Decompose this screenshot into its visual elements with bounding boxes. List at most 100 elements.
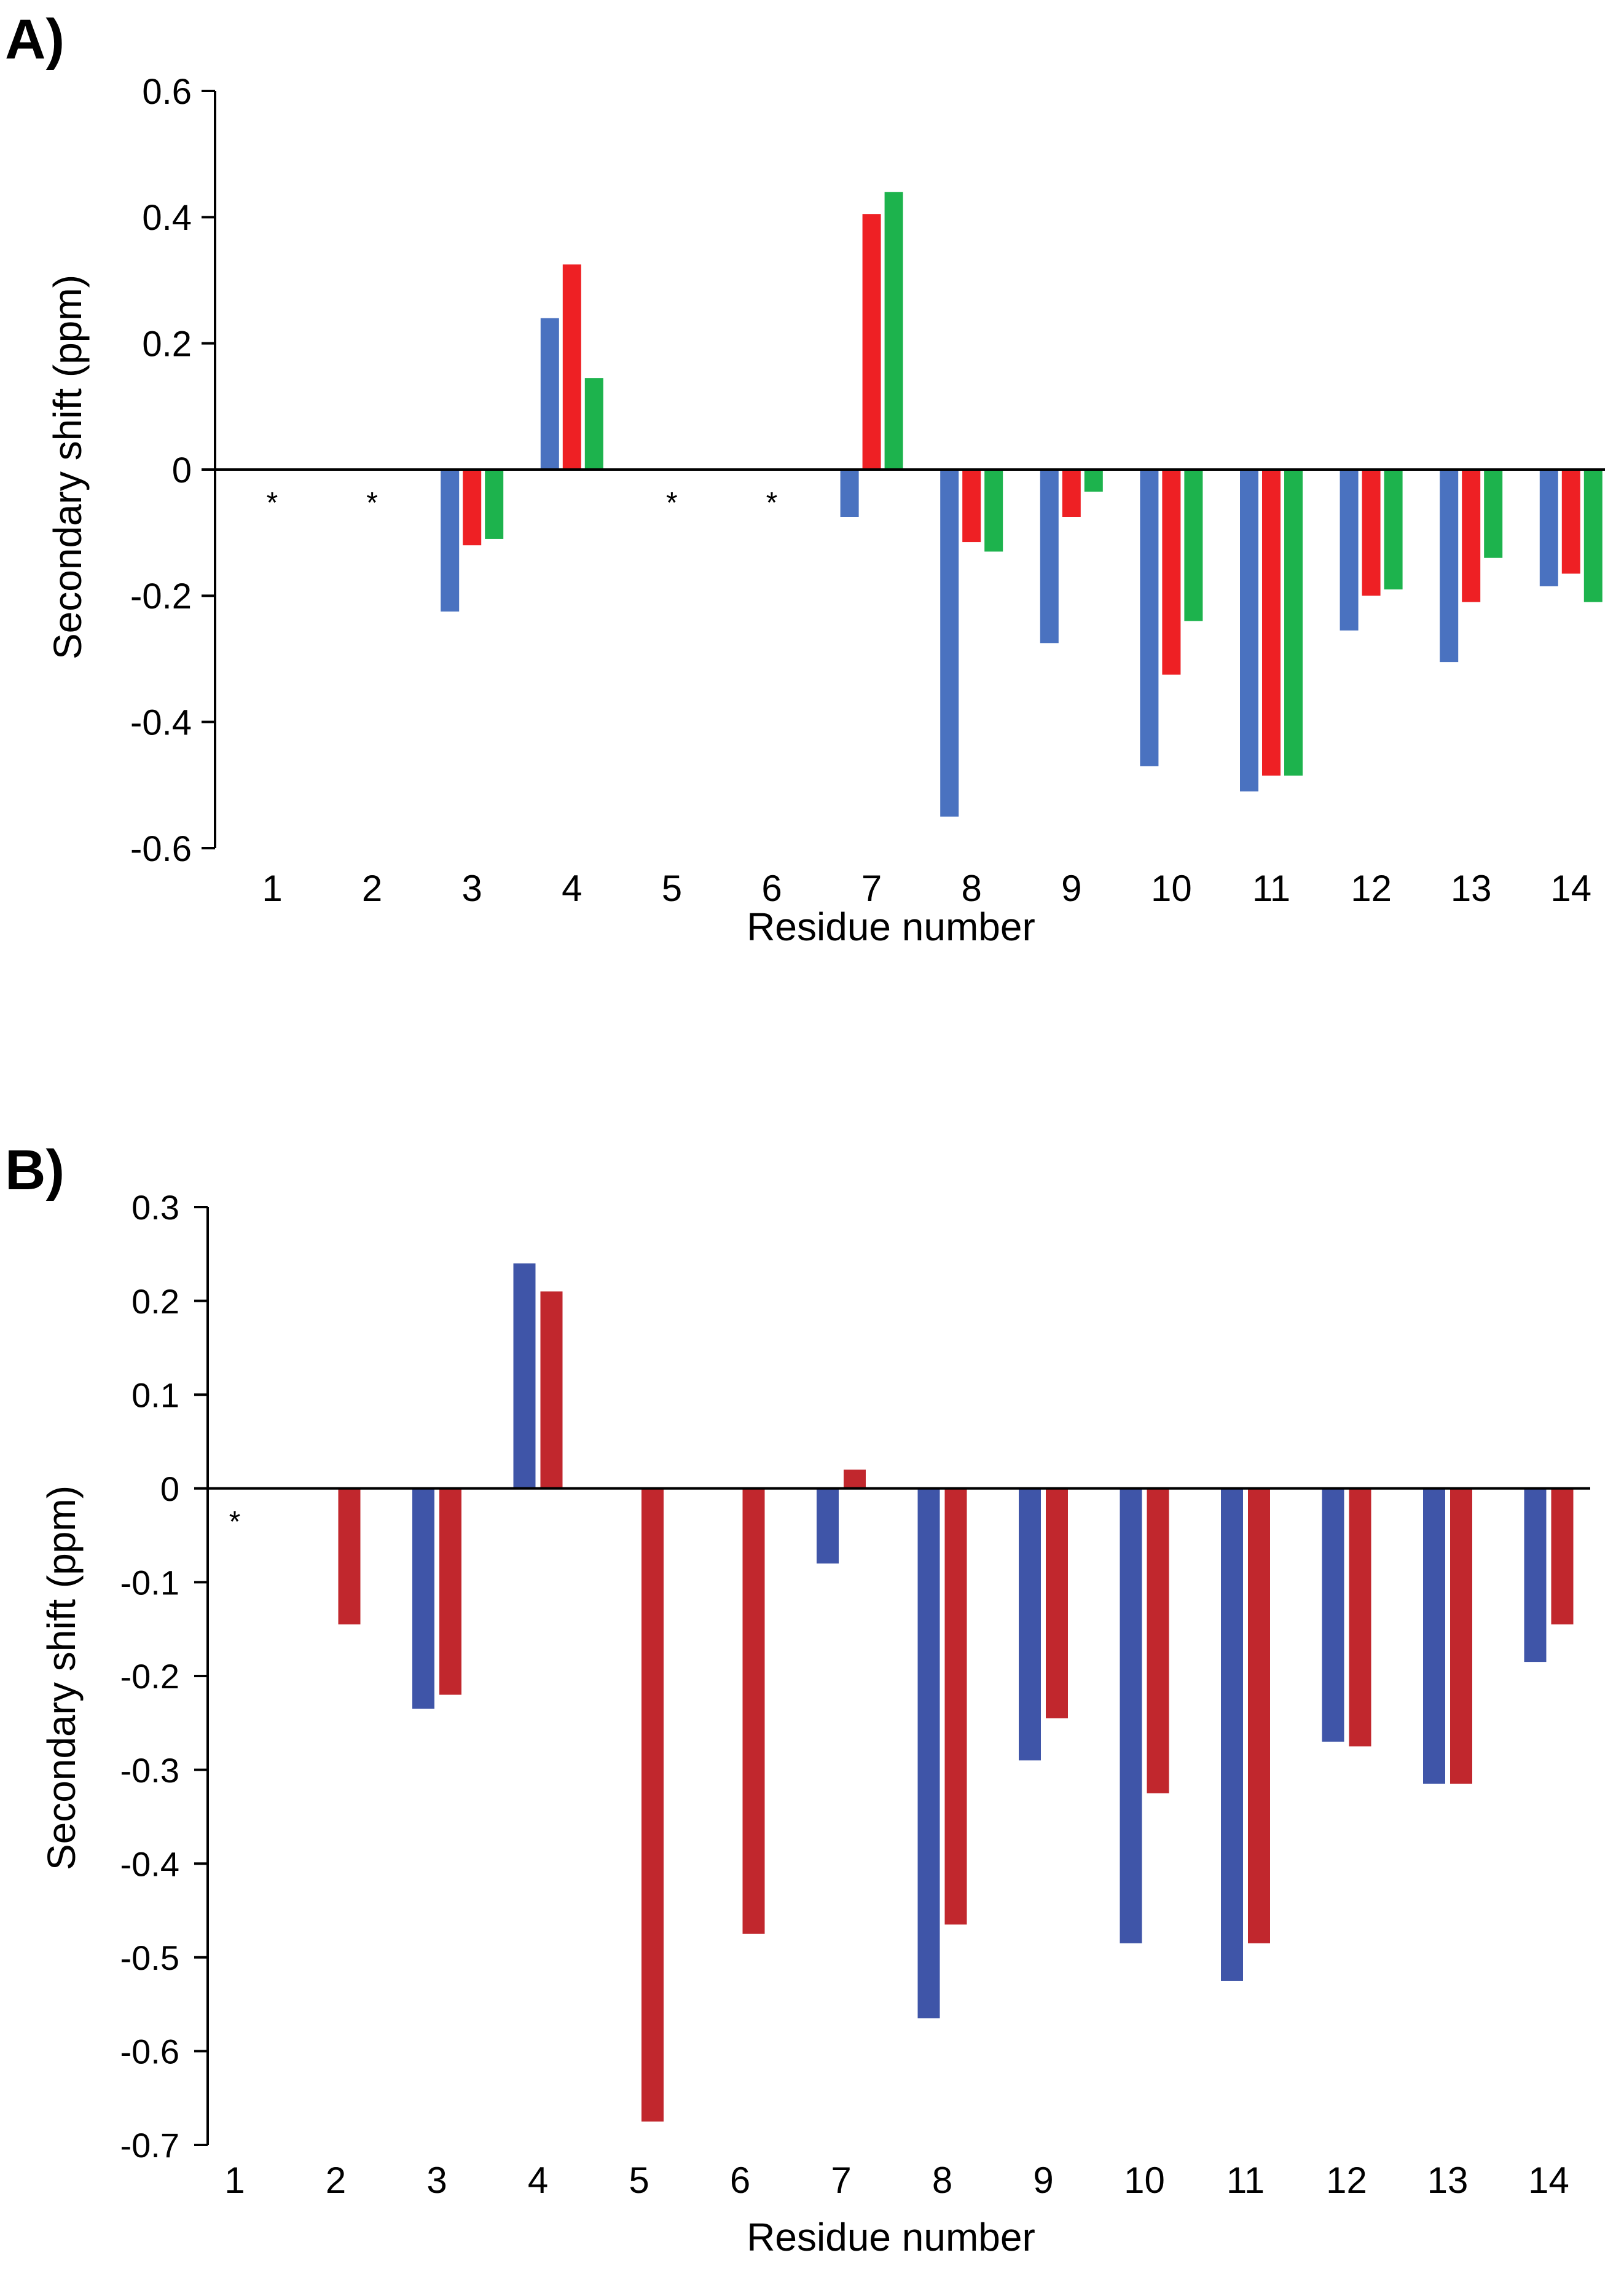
missing-marker-residue-5: *: [666, 487, 678, 519]
missing-marker-residue-1: *: [267, 487, 278, 519]
y-tick-label: -0.6: [120, 2032, 180, 2071]
missing-marker-residue-1: *: [229, 1506, 241, 1538]
bar-residue-10-series-2: [1162, 470, 1181, 675]
bar-residue-12-series-2: [1349, 1488, 1371, 1747]
x-tick-label-8: 8: [932, 2160, 952, 2201]
y-tick-label: -0.4: [130, 703, 192, 743]
x-tick-label-5: 5: [662, 868, 682, 909]
bar-residue-11-series-2: [1248, 1488, 1270, 1943]
x-tick-label-9: 9: [1033, 2160, 1053, 2201]
bar-residue-7-series-3: [884, 192, 903, 470]
x-tick-label-3: 3: [462, 868, 482, 909]
bar-residue-10-series-2: [1147, 1488, 1169, 1793]
bar-residue-3-series-3: [485, 470, 504, 539]
bar-residue-8-series-1: [917, 1488, 940, 2018]
bar-residue-5-series-2: [641, 1488, 664, 2122]
x-tick-label-6: 6: [730, 2160, 750, 2201]
y-tick-label: -0.3: [120, 1751, 180, 1790]
bar-residue-3-series-2: [439, 1488, 461, 1695]
bar-residue-13-series-2: [1450, 1488, 1472, 1784]
bar-residue-12-series-3: [1384, 470, 1403, 590]
panel-label-a: A): [5, 8, 65, 71]
y-axis-label: Secondary shift (ppm): [39, 1485, 84, 1870]
bar-residue-9-series-1: [1019, 1488, 1041, 1761]
x-tick-label-8: 8: [962, 868, 982, 909]
x-tick-label-6: 6: [761, 868, 782, 909]
bar-residue-9-series-2: [1046, 1488, 1068, 1718]
y-tick-label: -0.2: [120, 1657, 180, 1696]
bar-residue-4-series-2: [562, 264, 581, 470]
y-tick-label: -0.1: [120, 1564, 180, 1602]
bar-residue-3-series-1: [441, 470, 460, 612]
bar-residue-8-series-2: [962, 470, 981, 543]
x-tick-label-4: 4: [562, 868, 582, 909]
bar-residue-11-series-2: [1262, 470, 1281, 776]
y-tick-label: 0.4: [142, 198, 192, 238]
missing-marker-residue-2: *: [366, 487, 378, 519]
bar-residue-11-series-1: [1240, 470, 1258, 792]
y-tick-label: 0.6: [142, 72, 192, 112]
missing-marker-residue-6: *: [766, 487, 778, 519]
y-tick-label: 0.2: [142, 325, 192, 364]
chart-a-secondary-shift: 1 2 3 4 5 6 7 8 9 10 11 12 13 14* * * *0.60.40.20-0.2-0.…: [45, 72, 1605, 949]
y-tick-label: -0.7: [120, 2126, 180, 2165]
y-tick-label: 0.1: [131, 1375, 179, 1414]
bar-residue-7-series-2: [862, 214, 881, 470]
bar-residue-11-series-3: [1284, 470, 1303, 776]
bar-residue-12-series-2: [1362, 470, 1381, 596]
bar-residue-14-series-2: [1561, 470, 1580, 574]
x-tick-label-14: 14: [1550, 868, 1591, 909]
x-tick-label-11: 11: [1226, 2160, 1265, 2201]
bar-residue-7-series-1: [817, 1488, 839, 1564]
bar-residue-8-series-2: [944, 1488, 967, 1925]
bar-residue-14-series-3: [1583, 470, 1602, 602]
x-tick-label-1: 1: [224, 2160, 245, 2201]
bar-residue-4-series-1: [540, 318, 559, 470]
bar-residue-12-series-1: [1322, 1488, 1344, 1742]
bar-residue-8-series-3: [984, 470, 1003, 552]
panel-label-b: B): [5, 1139, 65, 1202]
x-tick-label-7: 7: [861, 868, 882, 909]
x-tick-label-10: 10: [1151, 868, 1192, 909]
bar-residue-10-series-1: [1120, 1488, 1142, 1943]
bar-residue-13-series-1: [1440, 470, 1459, 663]
y-tick-label: 0.3: [131, 1188, 179, 1227]
chart-b-secondary-shift: 1 2 3 4 5 6 7 8 9 10 11 12 13 14*0.30.20.10-0.1-0.2-0…: [39, 1188, 1590, 2259]
x-tick-label-12: 12: [1326, 2160, 1367, 2201]
bar-residue-8-series-1: [940, 470, 959, 817]
bar-residue-13-series-2: [1462, 470, 1481, 602]
bar-residue-12-series-1: [1340, 470, 1359, 631]
bar-residue-4-series-3: [584, 378, 603, 470]
bar-residue-14-series-1: [1539, 470, 1558, 586]
bar-residue-6-series-2: [742, 1488, 765, 1934]
x-tick-label-4: 4: [528, 2160, 548, 2201]
x-tick-label-2: 2: [326, 2160, 346, 2201]
y-tick-label: 0.2: [131, 1282, 179, 1321]
bar-residue-14-series-1: [1524, 1488, 1547, 1662]
bar-residue-2-series-2: [338, 1488, 361, 1625]
x-tick-label-1: 1: [262, 868, 282, 909]
x-axis-label: Residue number: [747, 905, 1035, 949]
y-tick-label: -0.2: [130, 576, 192, 616]
y-tick-label: 0: [160, 1470, 179, 1508]
bar-residue-10-series-1: [1140, 470, 1159, 766]
x-tick-label-12: 12: [1351, 868, 1392, 909]
x-tick-label-13: 13: [1451, 868, 1492, 909]
bar-residue-9-series-2: [1062, 470, 1081, 517]
x-tick-label-7: 7: [831, 2160, 851, 2201]
y-tick-label: -0.6: [130, 829, 192, 869]
x-axis-label: Residue number: [747, 2215, 1035, 2259]
bar-residue-14-series-2: [1551, 1488, 1574, 1625]
x-tick-label-9: 9: [1061, 868, 1081, 909]
bar-residue-3-series-2: [463, 470, 482, 546]
bar-residue-9-series-3: [1084, 470, 1103, 492]
bar-residue-4-series-2: [540, 1291, 563, 1489]
bar-residue-3-series-1: [412, 1488, 434, 1709]
x-tick-label-10: 10: [1124, 2160, 1165, 2201]
y-tick-label: 0: [172, 450, 192, 490]
x-tick-label-11: 11: [1252, 868, 1290, 909]
bar-residue-4-series-1: [513, 1263, 536, 1489]
y-tick-label: -0.5: [120, 1938, 180, 1977]
x-tick-label-14: 14: [1528, 2160, 1569, 2201]
